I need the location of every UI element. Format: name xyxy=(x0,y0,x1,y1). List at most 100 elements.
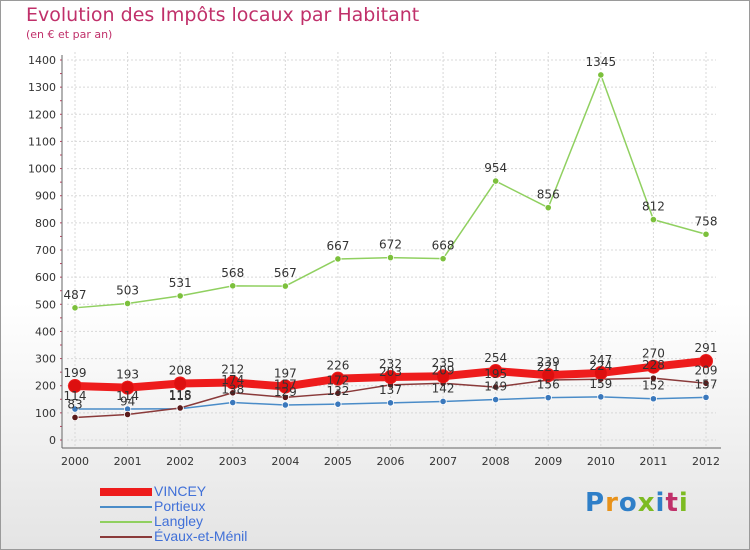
data-label-evaux-et-menil: 203 xyxy=(379,365,402,379)
data-label-portieux: 132 xyxy=(326,384,349,398)
data-label-langley: 668 xyxy=(432,239,455,253)
data-point-vincey xyxy=(330,371,345,386)
data-label-portieux: 142 xyxy=(432,381,455,395)
x-tick-label: 2004 xyxy=(271,455,299,468)
data-label-vincey: 212 xyxy=(221,362,244,376)
data-point-evaux-et-menil xyxy=(123,410,132,419)
data-label-vincey: 270 xyxy=(642,347,665,361)
y-tick-label: 900 xyxy=(35,190,56,203)
data-label-evaux-et-menil: 224 xyxy=(589,359,612,373)
data-point-vincey xyxy=(488,364,503,379)
y-tick-label: 500 xyxy=(35,298,56,311)
data-point-vincey xyxy=(383,370,398,385)
data-label-evaux-et-menil: 172 xyxy=(326,373,349,387)
y-tick-label: 1200 xyxy=(28,108,56,121)
logo-letter: i xyxy=(655,488,666,518)
data-point-langley xyxy=(597,71,605,79)
data-point-langley xyxy=(492,177,500,185)
x-tick-label: 2012 xyxy=(692,455,720,468)
x-tick-label: 2002 xyxy=(166,455,194,468)
logo-letter: x xyxy=(637,488,656,518)
data-label-vincey: 193 xyxy=(116,368,139,382)
x-tick-label: 2005 xyxy=(324,455,352,468)
data-point-portieux xyxy=(281,401,289,409)
x-tick-label: 2001 xyxy=(114,455,142,468)
legend-swatch-langley xyxy=(100,521,152,523)
data-label-vincey: 235 xyxy=(432,356,455,370)
y-tick-label: 100 xyxy=(35,407,56,420)
data-point-vincey xyxy=(541,368,556,383)
data-label-vincey: 208 xyxy=(169,364,192,378)
data-point-evaux-et-menil xyxy=(492,383,500,391)
data-point-evaux-et-menil xyxy=(71,413,79,422)
data-point-portieux xyxy=(597,393,605,401)
data-label-langley: 487 xyxy=(64,288,87,302)
data-point-langley xyxy=(281,282,289,290)
data-point-langley xyxy=(386,254,395,262)
data-label-langley: 812 xyxy=(642,200,665,214)
y-tick-label: 400 xyxy=(35,325,56,338)
data-label-vincey: 254 xyxy=(484,351,507,365)
x-tick-label: 2008 xyxy=(482,455,510,468)
data-label-portieux: 159 xyxy=(589,377,612,391)
x-tick-label: 2010 xyxy=(587,455,615,468)
data-point-portieux xyxy=(649,395,658,403)
data-label-portieux: 156 xyxy=(537,378,560,392)
legend-item-portieux: Portieux xyxy=(100,498,400,515)
x-tick-label: 2006 xyxy=(377,455,405,468)
legend-swatch-portieux xyxy=(100,506,152,508)
data-point-portieux xyxy=(386,399,395,407)
data-label-portieux: 157 xyxy=(695,377,718,391)
data-point-evaux-et-menil xyxy=(649,374,658,382)
logo-letter: P xyxy=(585,488,606,518)
data-label-portieux: 149 xyxy=(484,380,507,394)
data-point-vincey xyxy=(225,375,240,390)
data-label-langley: 954 xyxy=(484,161,507,175)
chart-title: Evolution des Impôts locaux par Habitant xyxy=(26,4,420,26)
data-point-vincey xyxy=(593,365,608,380)
x-tick-label: 2007 xyxy=(429,455,457,468)
legend-item-langley: Langley xyxy=(100,513,400,530)
data-point-vincey xyxy=(68,378,82,393)
series-points xyxy=(68,71,713,422)
data-point-evaux-et-menil xyxy=(702,379,710,387)
legend-swatch-vincey xyxy=(100,488,152,496)
data-point-langley xyxy=(71,304,79,312)
data-label-portieux: 129 xyxy=(274,385,297,399)
logo-letter: t xyxy=(665,488,679,518)
data-label-evaux-et-menil: 221 xyxy=(537,360,560,374)
data-label-portieux: 114 xyxy=(64,389,87,403)
data-label-evaux-et-menil: 94 xyxy=(120,394,135,408)
data-label-evaux-et-menil: 209 xyxy=(432,363,455,377)
data-point-portieux xyxy=(334,400,342,408)
data-label-portieux: 137 xyxy=(379,383,402,397)
data-point-langley xyxy=(439,255,447,263)
data-label-vincey: 239 xyxy=(537,355,560,369)
data-label-evaux-et-menil: 174 xyxy=(221,373,244,387)
data-point-vincey xyxy=(120,380,135,395)
data-point-portieux xyxy=(544,394,552,402)
data-point-portieux xyxy=(71,405,79,413)
data-label-portieux: 115 xyxy=(169,389,192,403)
y-tick-label: 1300 xyxy=(28,81,56,94)
legend-item-vincey: VINCEY xyxy=(100,483,400,500)
proxiti-logo: Proxiti xyxy=(585,488,689,518)
data-label-langley: 1345 xyxy=(586,55,617,69)
legend-swatch-evaux-et-menil xyxy=(100,536,152,538)
data-label-langley: 856 xyxy=(537,188,560,202)
data-label-vincey: 247 xyxy=(589,353,612,367)
data-label-langley: 672 xyxy=(379,238,402,252)
chart-subtitle: (en € et par an) xyxy=(26,28,113,41)
logo-letter: r xyxy=(605,488,619,518)
x-tick-label: 2009 xyxy=(534,455,562,468)
data-point-vincey xyxy=(278,379,293,394)
y-tick-label: 800 xyxy=(35,217,56,230)
y-tick-label: 200 xyxy=(35,380,56,393)
data-point-evaux-et-menil xyxy=(176,404,184,412)
axes: 0 100 200 300 400 500 600 700 800 900 1000 1100 1200… xyxy=(28,54,721,468)
data-point-portieux xyxy=(702,393,710,401)
y-tick-label: 600 xyxy=(35,271,56,284)
data-label-vincey: 226 xyxy=(326,359,349,373)
data-point-langley xyxy=(334,255,342,263)
